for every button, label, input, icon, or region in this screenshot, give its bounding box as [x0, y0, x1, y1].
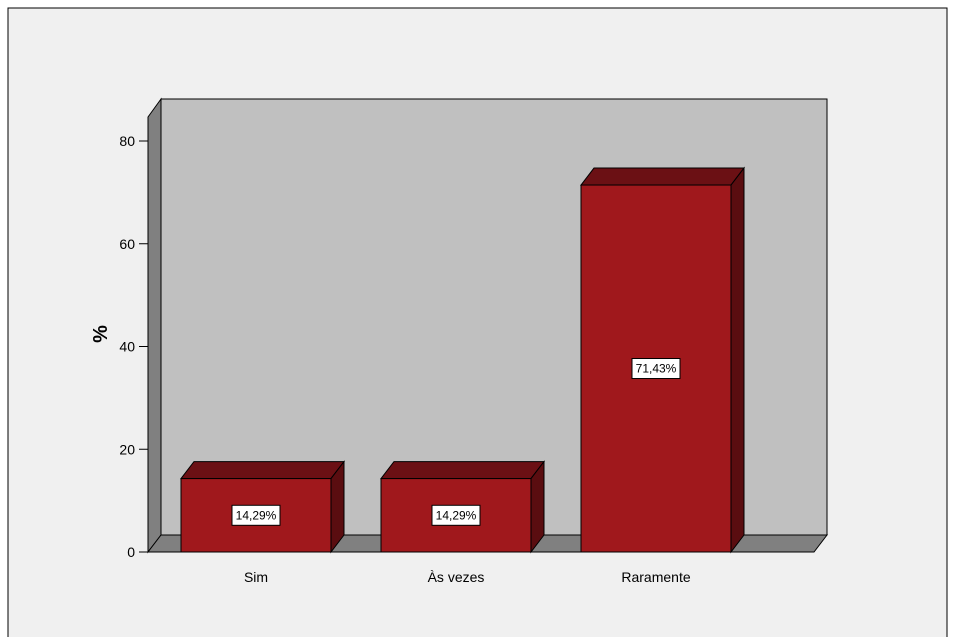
bar-top [579, 167, 746, 186]
bar: 14,29% Sim [179, 460, 346, 585]
y-axis-title: % [90, 325, 112, 343]
data-label: 71,43% [636, 362, 677, 376]
x-tick-label: Sim [244, 569, 268, 585]
x-tick-label: Às vezes [428, 569, 485, 585]
x-tick-label: Raramente [621, 569, 690, 585]
left-wall [147, 97, 162, 554]
data-label: 14,29% [436, 508, 477, 522]
y-tick-label: 40 [119, 339, 135, 355]
data-label-box [431, 504, 481, 526]
bars: 14,29% Sim 14,29% Às vezes 71,43% Raramente [179, 166, 746, 585]
data-label: 14,29% [236, 508, 277, 522]
bar: 71,43% Raramente [579, 166, 746, 585]
bar-top [379, 461, 546, 480]
y-tick-label: 0 [127, 544, 135, 560]
bar-top [179, 461, 346, 480]
data-label-box [231, 504, 281, 526]
y-tick-label: 60 [119, 236, 135, 252]
bar-front [180, 478, 332, 553]
y-tick-label: 80 [119, 133, 135, 149]
y-tick-label: 20 [119, 441, 135, 457]
bar-side [730, 166, 745, 554]
bar: 14,29% Às vezes [379, 460, 546, 585]
data-label-box [631, 358, 681, 380]
